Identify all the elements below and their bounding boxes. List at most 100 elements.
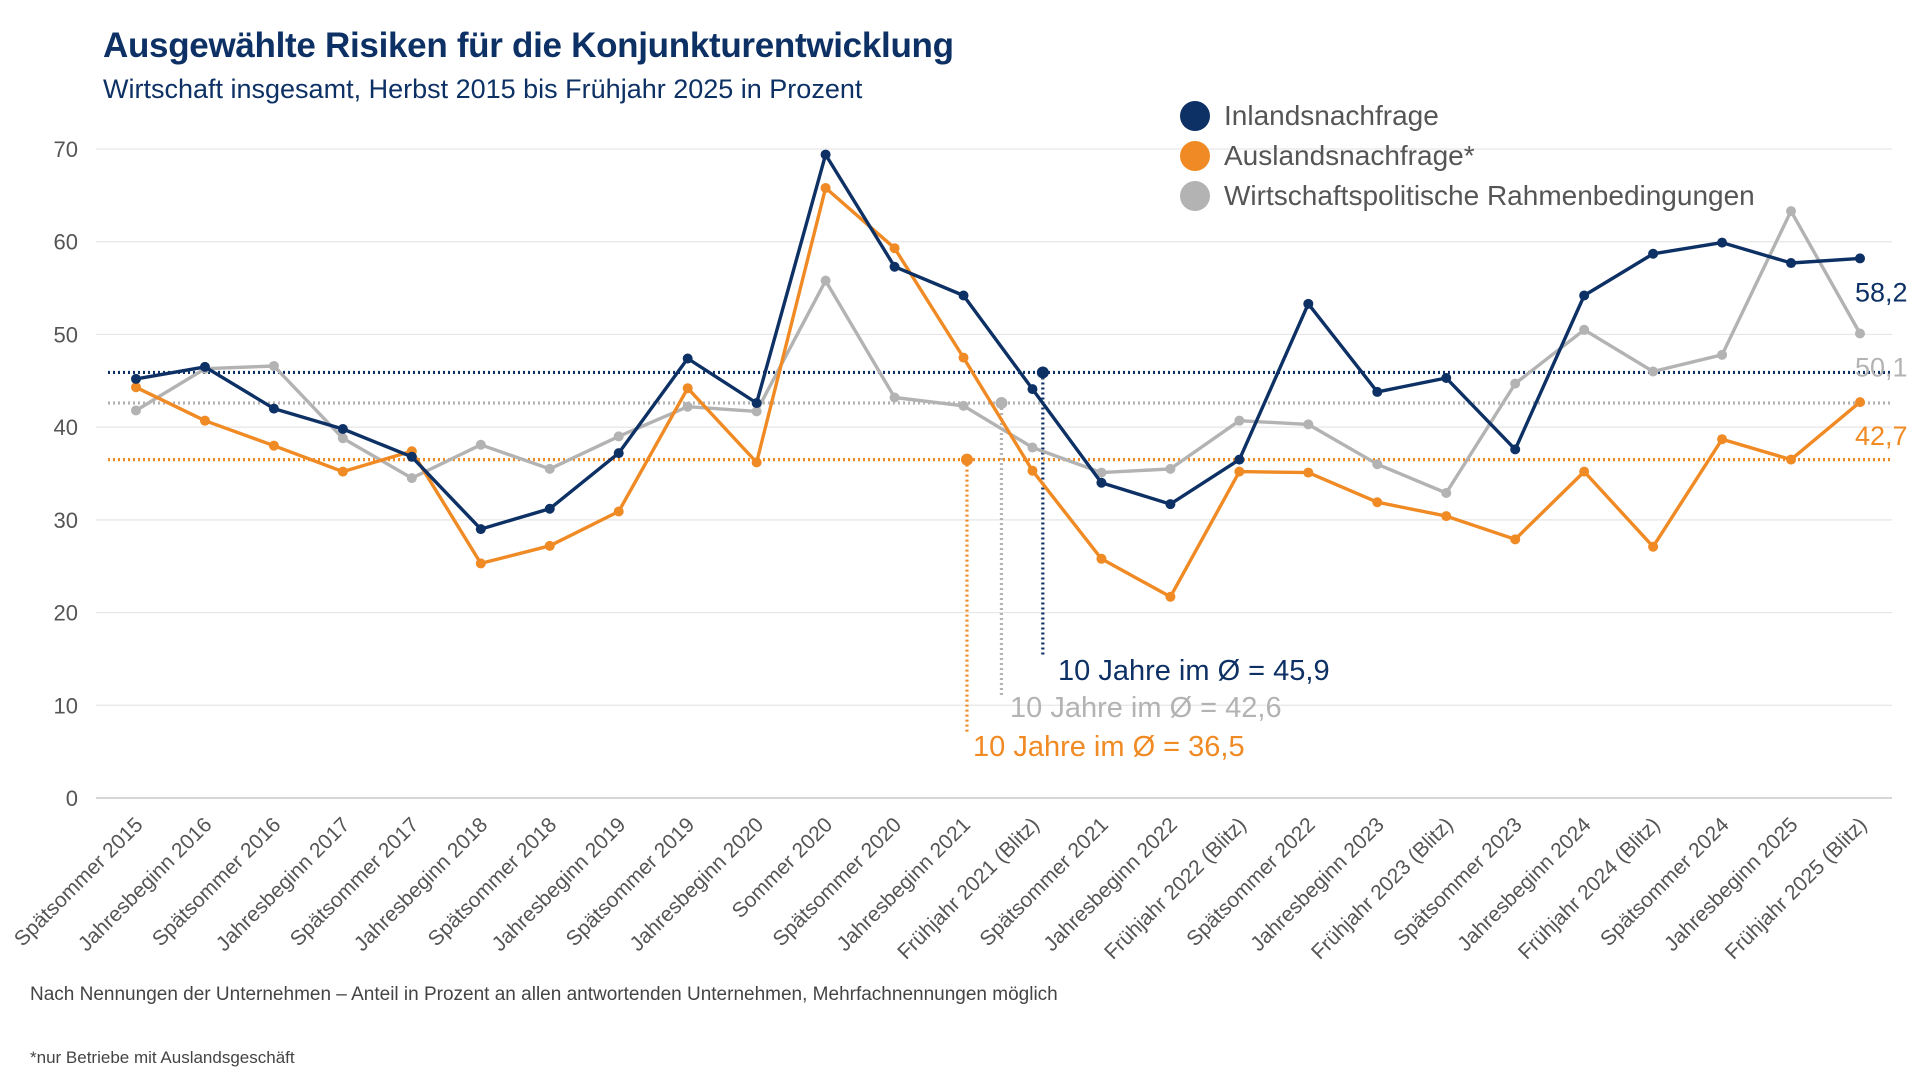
data-point	[1096, 553, 1107, 564]
y-tick-label: 20	[54, 601, 78, 626]
x-tick-label: Spätsommer 2020	[768, 813, 906, 951]
data-point	[1303, 467, 1314, 478]
data-point	[1234, 454, 1245, 465]
data-point	[475, 439, 486, 450]
x-tick-label: Jahresbeginn 2018	[350, 813, 493, 956]
y-tick-label: 0	[66, 786, 78, 811]
x-tick-label: Spätsommer 2022	[1182, 813, 1320, 951]
average-marker	[1036, 366, 1049, 379]
data-point	[1510, 378, 1521, 389]
series-lines	[131, 149, 1865, 602]
data-point	[1579, 324, 1590, 335]
x-tick-label: Spätsommer 2015	[10, 813, 148, 951]
data-point	[268, 440, 279, 451]
data-point	[682, 353, 693, 364]
legend-label: Wirtschaftspolitische Rahmenbedingungen	[1224, 180, 1755, 211]
end-value-label: 58,2	[1855, 277, 1908, 307]
data-point	[1648, 366, 1659, 377]
data-labels: 58,2 42,7 50,1	[1855, 277, 1908, 451]
legend-label: Inlandsnachfrage	[1224, 100, 1439, 131]
legend-item-ausland: Auslandsnachfrage*	[1180, 136, 1755, 176]
y-tick-label: 60	[54, 230, 78, 255]
x-tick-label: Jahresbeginn 2024	[1453, 813, 1596, 956]
data-point	[1855, 397, 1865, 408]
data-point	[337, 433, 348, 444]
data-point	[1786, 258, 1797, 269]
x-tick-label: Spätsommer 2018	[424, 813, 562, 951]
data-point	[337, 423, 348, 434]
data-point	[1303, 298, 1314, 309]
data-point	[1096, 467, 1107, 478]
legend-dot-icon	[1180, 141, 1210, 171]
data-point	[1027, 384, 1038, 395]
x-tick-label: Jahresbeginn 2025	[1660, 813, 1803, 956]
data-point	[544, 463, 555, 474]
y-tick-label: 50	[54, 322, 78, 347]
legend-dot-icon	[1180, 181, 1210, 211]
legend-dot-icon	[1180, 101, 1210, 131]
data-point	[1027, 465, 1038, 476]
data-point	[131, 382, 141, 393]
y-tick-label: 10	[54, 693, 78, 718]
average-marker	[995, 397, 1008, 410]
data-point	[475, 524, 486, 535]
data-point	[958, 352, 969, 363]
data-point	[1510, 534, 1521, 545]
x-tick-label: Spätsommer 2023	[1389, 813, 1527, 951]
legend-item-wirtschaftspolitik: Wirtschaftspolitische Rahmenbedingungen	[1180, 176, 1755, 216]
x-tick-label: Spätsommer 2021	[975, 813, 1113, 951]
y-tick-label: 40	[54, 415, 78, 440]
data-point	[1441, 373, 1452, 384]
data-point	[199, 415, 210, 426]
y-tick-label: 30	[54, 508, 78, 533]
series-rahmenbedingungen	[131, 206, 1865, 498]
x-tick-label: Jahresbeginn 2022	[1039, 813, 1182, 956]
data-point	[1165, 463, 1176, 474]
data-point	[1579, 466, 1590, 477]
data-point	[613, 448, 624, 459]
average-lines: 10 Jahre im Ø = 45,9 10 Jahre im Ø = 42,6…	[108, 366, 1892, 763]
data-point	[1786, 206, 1797, 217]
data-point	[1165, 499, 1176, 510]
y-axis-ticks: 0 10 20 30 40 50 60 70	[54, 137, 78, 811]
average-label: 10 Jahre im Ø = 42,6	[1010, 692, 1282, 724]
data-point	[268, 360, 279, 371]
data-point	[889, 261, 900, 272]
x-tick-label: Jahresbeginn 2017	[212, 813, 355, 956]
data-point	[475, 558, 486, 569]
x-tick-label: Jahresbeginn 2019	[488, 813, 631, 956]
data-point	[1579, 290, 1590, 301]
data-point	[1096, 477, 1107, 488]
data-point	[751, 398, 762, 409]
chart-title: Ausgewählte Risiken für die Konjunkturen…	[103, 26, 954, 65]
data-point	[1786, 454, 1797, 465]
data-point	[131, 405, 141, 416]
data-point	[199, 361, 210, 372]
x-tick-label: Jahresbeginn 2023	[1246, 813, 1389, 956]
data-point	[1648, 248, 1659, 259]
data-point	[1648, 541, 1659, 552]
data-point	[820, 182, 831, 193]
x-tick-label: Spätsommer 2024	[1596, 813, 1734, 951]
data-point	[751, 457, 762, 468]
data-point	[406, 473, 417, 484]
data-point	[820, 275, 831, 286]
end-value-label: 42,7	[1855, 421, 1908, 451]
average-label: 10 Jahre im Ø = 36,5	[973, 731, 1245, 763]
x-tick-label: Spätsommer 2017	[286, 813, 424, 951]
y-tick-label: 70	[54, 137, 78, 162]
data-point	[1234, 466, 1245, 477]
data-point	[1855, 253, 1865, 264]
x-tick-label: Jahresbeginn 2016	[74, 813, 217, 956]
chart-note: Nach Nennungen der Unternehmen – Anteil …	[30, 984, 1058, 1005]
x-tick-label: Spätsommer 2019	[562, 813, 700, 951]
data-point	[1855, 328, 1865, 339]
data-point	[820, 149, 831, 160]
grid-lines	[96, 148, 1892, 799]
x-tick-label: Jahresbeginn 2021	[832, 813, 975, 956]
legend-item-inland: Inlandsnachfrage	[1180, 96, 1755, 136]
data-point	[613, 506, 624, 517]
series-inlandsnachfrage	[131, 149, 1865, 535]
